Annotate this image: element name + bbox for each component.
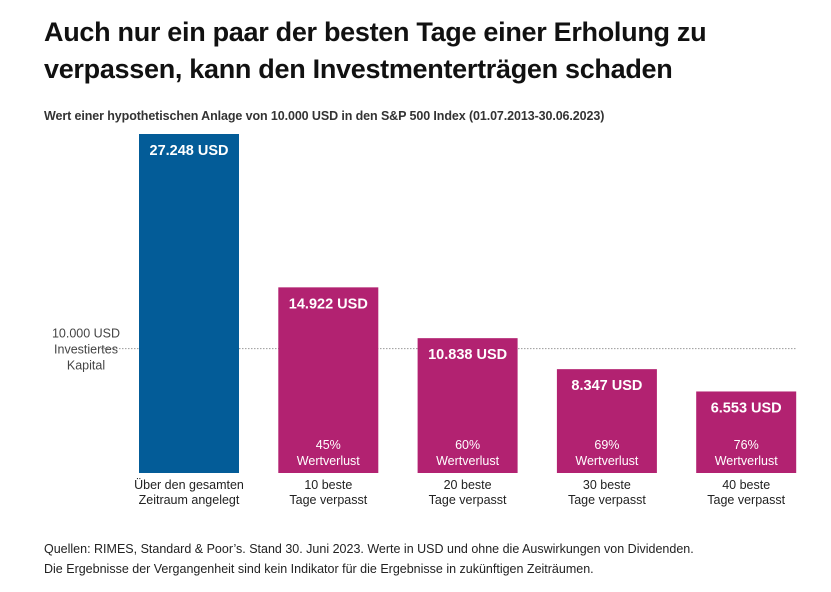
category-tick-label: Zeitraum angelegt xyxy=(139,493,240,507)
bar-loss-percent-label: 45% xyxy=(316,438,341,452)
category-tick-label: Tage verpasst xyxy=(289,493,367,507)
chart-title: Auch nur ein paar der besten Tage einer … xyxy=(44,14,824,88)
chart-subtitle: Wert einer hypothetischen Anlage von 10.… xyxy=(44,109,605,123)
bar xyxy=(556,369,657,473)
bar-loss-text-label: Wertverlust xyxy=(575,454,639,468)
bar-value-label: 14.922 USD xyxy=(289,296,368,312)
bar-loss-text-label: Wertverlust xyxy=(436,454,500,468)
bar xyxy=(139,134,239,473)
source-line-2: Die Ergebnisse der Vergangenheit sind ke… xyxy=(44,562,594,576)
category-tick-label: 10 beste xyxy=(304,478,352,492)
category-tick-label: 20 beste xyxy=(444,478,492,492)
bar xyxy=(278,287,379,473)
category-tick-label: Über den gesamten xyxy=(134,478,244,492)
chart-title-line-2: verpassen, kann den Investmenterträgen s… xyxy=(44,54,673,84)
bar-value-label: 6.553 USD xyxy=(711,400,782,416)
bar xyxy=(417,338,518,473)
bar-loss-text-label: Wertverlust xyxy=(715,454,779,468)
category-tick-label: 30 beste xyxy=(583,478,631,492)
bar-loss-percent-label: 69% xyxy=(594,438,619,452)
reference-line-label: Investiertes xyxy=(54,343,118,357)
reference-line-label: 10.000 USD xyxy=(52,327,120,341)
reference-line-label: Kapital xyxy=(67,359,105,373)
category-tick-label: 40 beste xyxy=(722,478,770,492)
category-tick-label: Tage verpasst xyxy=(568,493,646,507)
bar-value-label: 8.347 USD xyxy=(571,378,642,394)
bar xyxy=(696,391,797,473)
chart-title-line-1: Auch nur ein paar der besten Tage einer … xyxy=(44,17,707,47)
bar-value-label: 27.248 USD xyxy=(150,143,229,159)
bar-value-label: 10.838 USD xyxy=(428,347,507,363)
category-tick-label: Tage verpasst xyxy=(707,493,785,507)
bar-loss-text-label: Wertverlust xyxy=(297,454,361,468)
category-tick-label: Tage verpasst xyxy=(429,493,507,507)
source-note: Quellen: RIMES, Standard & Poor’s. Stand… xyxy=(44,539,694,579)
source-line-1: Quellen: RIMES, Standard & Poor’s. Stand… xyxy=(44,542,694,556)
bar-loss-percent-label: 60% xyxy=(455,438,480,452)
bar-loss-percent-label: 76% xyxy=(734,438,759,452)
